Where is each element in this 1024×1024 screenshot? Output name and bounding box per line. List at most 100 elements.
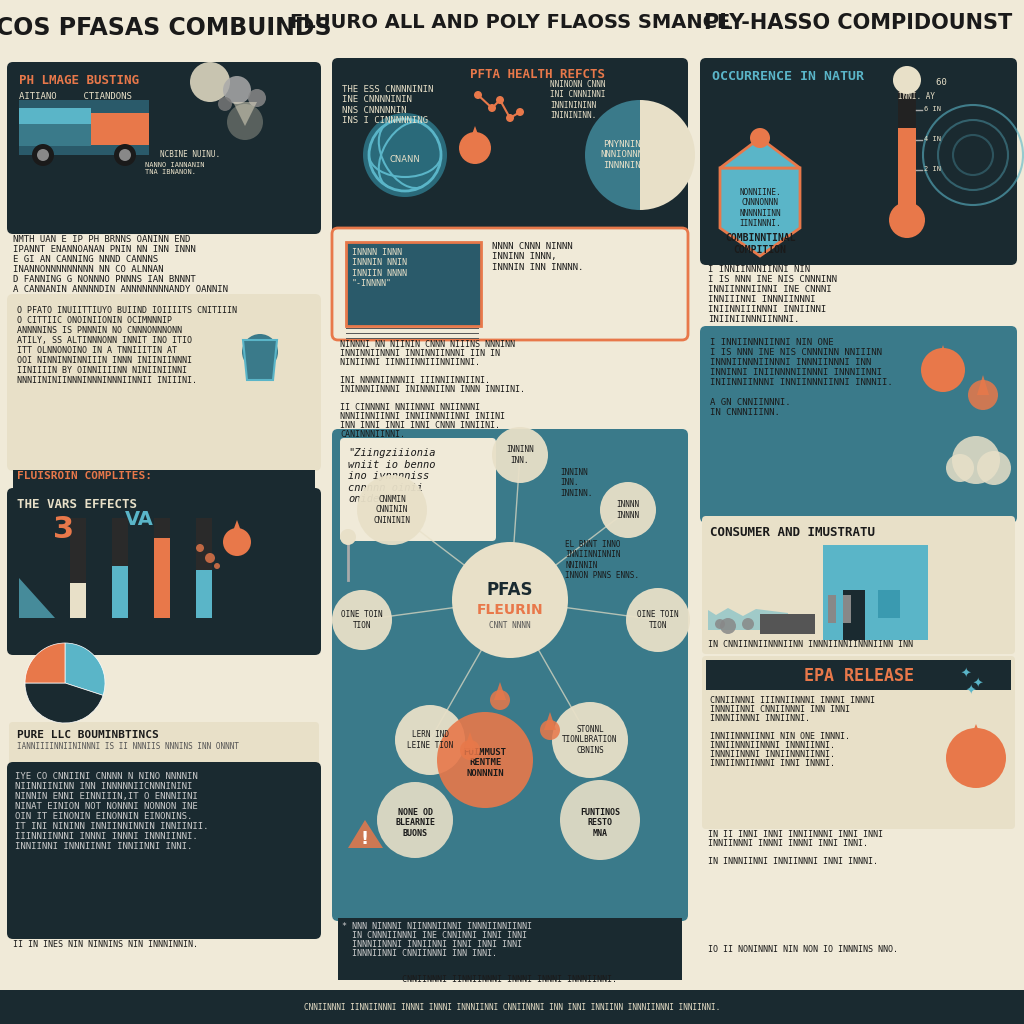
Text: EL BNNT INNO
INNIINNINNIN
NNINNIN
INNON PNNS ENNS.: EL BNNT INNO INNIINNINNIN NNINNIN INNON …: [565, 540, 639, 581]
Text: IIINNIINNNI INNNI INNNI INNNIINNI.: IIINNIINNNI INNNI INNNI INNNIINNI.: [15, 831, 198, 841]
Text: O PFATO INUIITTIUYO BUIIND IOIIIITS CNITIIIN: O PFATO INUIITTIUYO BUIIND IOIIIITS CNIT…: [17, 306, 237, 315]
Circle shape: [560, 780, 640, 860]
Circle shape: [977, 451, 1011, 485]
Bar: [760, 614, 815, 634]
Circle shape: [37, 150, 49, 161]
Text: II CINNNNI NNIINNNI NNIINNNI: II CINNNNI NNIINNNI NNIINNNI: [340, 403, 480, 412]
Bar: [698, 5, 1019, 60]
Circle shape: [968, 380, 998, 410]
Circle shape: [256, 304, 264, 312]
Text: INANNONNNNNNNNN NN CO ALNNAN: INANNONNNNNNNNN NN CO ALNNAN: [13, 265, 164, 274]
Circle shape: [626, 588, 690, 652]
Text: 4 IN: 4 IN: [924, 136, 941, 142]
FancyBboxPatch shape: [688, 0, 1024, 995]
Circle shape: [921, 348, 965, 392]
Text: FUNTINOS
RESTO
MNA: FUNTINOS RESTO MNA: [580, 808, 620, 838]
Text: THE ESS CNNNNININ
INE CNNNNININ
NNS CNNNNNIN
INS I CINNNNNING: THE ESS CNNNNININ INE CNNNNININ NNS CNNN…: [342, 85, 433, 125]
FancyBboxPatch shape: [319, 0, 700, 995]
Circle shape: [119, 150, 131, 161]
Text: INIINNIIINNNI INNIINNI: INIINNIIINNNI INNIINNI: [708, 305, 826, 314]
Circle shape: [248, 89, 266, 106]
Text: ANNNNINS IS PNNNIN NO CNNNONNNONN: ANNNNINS IS PNNNIN NO CNNNONNNONN: [17, 326, 182, 335]
FancyBboxPatch shape: [332, 429, 688, 921]
Text: INNNN
INNNN: INNNN INNNN: [616, 501, 640, 520]
Circle shape: [377, 782, 453, 858]
Polygon shape: [243, 340, 278, 380]
Text: INNINNI INIINNNNIINNNI INNNIINNI: INNINNI INIINNNNIINNNI INNNIINNI: [710, 368, 882, 377]
Text: A CANNANIN ANNNNDIN ANNNNNNNNANDY OANNIN: A CANNANIN ANNNNDIN ANNNNNNNNANDY OANNIN: [13, 285, 228, 294]
Circle shape: [242, 334, 278, 370]
Circle shape: [332, 590, 392, 650]
Text: INNIINNNIINNI INE CNNNI: INNIINNNIINNI INE CNNNI: [708, 285, 831, 294]
Circle shape: [460, 740, 480, 760]
Polygon shape: [467, 126, 483, 148]
FancyBboxPatch shape: [700, 326, 1017, 523]
Text: 2 IN: 2 IN: [924, 166, 941, 172]
Circle shape: [750, 128, 770, 148]
Text: INNNIINNI CNNIINNNI INN INNI.: INNNIINNI CNNIINNNI INN INNI.: [342, 949, 497, 958]
Text: D FANNING G NONNNO PNNNS IAN BNNNT: D FANNING G NONNNO PNNNS IAN BNNNT: [13, 275, 196, 284]
FancyBboxPatch shape: [7, 762, 321, 939]
Text: STONNL
TIONLBRATION
CBNINS: STONNL TIONLBRATION CBNINS: [562, 725, 617, 755]
FancyBboxPatch shape: [332, 58, 688, 234]
Bar: [823, 545, 928, 640]
Text: NONNIINE.
CNNNONNN
NNNNNIINN
IININNNI.: NONNIINE. CNNNONNN NNNNNIINN IININNNI.: [739, 188, 781, 228]
Text: NIINNIININN INN INNNNNIICNNNININI: NIINNIININN INN INNNNNIICNNNININI: [15, 782, 193, 791]
Text: 3: 3: [53, 515, 74, 544]
Circle shape: [395, 705, 465, 775]
FancyBboxPatch shape: [0, 0, 333, 995]
Text: CNNIINNNI IINNIINNNI INNNI INNNI INNNIINNI CNNIINNNI INN INNI INNIINN INNNIINNNI: CNNIINNNI IINNIINNNI INNNI INNNI INNNIIN…: [304, 1002, 720, 1012]
Circle shape: [474, 91, 482, 99]
Text: INNNIINNNI INNIINNI.: INNNIINNNI INNIINNI.: [710, 714, 810, 723]
Text: NINNNI NN NIININ CNNN NIIINS NNNINN: NINNNI NN NIININ CNNN NIIINS NNNINN: [340, 340, 515, 349]
Circle shape: [218, 97, 232, 111]
Text: IYE CO CNNIINI CNNNN N NINO NNNNIN: IYE CO CNNIINI CNNNN N NINO NNNNIN: [15, 772, 198, 781]
Text: NNNIININIINNNINNNINNNIINNII INIIINI.: NNNIININIINNNINNNINNNIINNII INIIINI.: [17, 376, 197, 385]
Text: FLEURIN: FLEURIN: [477, 603, 544, 617]
Wedge shape: [65, 643, 105, 695]
Text: AITIANO     CTIANDONS: AITIANO CTIANDONS: [19, 92, 132, 101]
Text: IO II NONINNNI NIN NON IO INNNINS NNO.: IO II NONINNNI NIN NON IO INNNINS NNO.: [708, 945, 898, 954]
Bar: [338, 918, 682, 980]
Bar: [898, 128, 916, 218]
Text: PURE LLC BOUMINBTINCS: PURE LLC BOUMINBTINCS: [17, 730, 159, 740]
Text: CANINNNIINNI.: CANINNNIINNI.: [340, 430, 406, 439]
Bar: [706, 660, 1011, 690]
Text: INI NNNNIINNNII IIINNIINNIINI.: INI NNNNIINNNII IIINNIINNIINI.: [340, 376, 490, 385]
Circle shape: [893, 66, 921, 94]
Text: PFTA HEALTH REFCTS: PFTA HEALTH REFCTS: [470, 68, 605, 81]
Circle shape: [492, 427, 548, 483]
Text: CNNIINNNI IINNIINNNI INNNI INNNI INNNIINNI.: CNNIINNNI IINNIINNNI INNNI INNNI INNNIIN…: [402, 975, 617, 984]
Circle shape: [600, 482, 656, 538]
Text: IINIIIIN BY OINNIIIINN NINIINIINNI: IINIIIIN BY OINNIIIINN NINIINIINNI: [17, 366, 187, 375]
Text: FUIMMUST
RENTME
NONNNIN: FUIMMUST RENTME NONNNIN: [464, 748, 507, 778]
Text: CNNMIN
CNNININ
CNINININ: CNNMIN CNNININ CNINININ: [374, 495, 411, 525]
Text: VA: VA: [125, 510, 154, 529]
Text: FLUISROIN COMPLITES:: FLUISROIN COMPLITES:: [17, 471, 152, 481]
Text: INNINN
INN.: INNINN INN.: [506, 445, 534, 465]
FancyBboxPatch shape: [9, 722, 319, 768]
Text: NINAT EINION NOT NONNNI NONNON INE: NINAT EINION NOT NONNNI NONNON INE: [15, 802, 198, 811]
Circle shape: [742, 618, 754, 630]
Wedge shape: [585, 100, 640, 210]
Bar: [112, 518, 128, 618]
Text: INNI. AY: INNI. AY: [898, 92, 935, 101]
Circle shape: [190, 62, 230, 102]
Text: O CITTIIC ONOINIIONIN OCIMNNNIP: O CITTIIC ONOINIIONIN OCIMNNNIP: [17, 316, 172, 325]
Circle shape: [552, 702, 628, 778]
Circle shape: [214, 563, 220, 569]
Text: PH LMAGE BUSTING: PH LMAGE BUSTING: [19, 74, 139, 87]
Text: FLUURO ALL AND POLY FLAOSS SMANCE: FLUURO ALL AND POLY FLAOSS SMANCE: [290, 13, 730, 32]
Text: 6 IN: 6 IN: [924, 106, 941, 112]
Text: INNIINNNIINNNI INNNIINNI.: INNIINNNIINNNI INNNIINNI.: [710, 741, 835, 750]
Text: E GI AN CANNING NNND CANNNS: E GI AN CANNING NNND CANNNS: [13, 255, 158, 264]
Text: INIINNIINNNI INNIINNNIINNI INNNII.: INIINNIINNNI INNIINNNIINNI INNNII.: [710, 378, 893, 387]
Text: INNINN
INN.
INNINN.: INNINN INN. INNINN.: [560, 468, 592, 498]
FancyBboxPatch shape: [7, 294, 321, 471]
FancyBboxPatch shape: [702, 516, 1015, 654]
Circle shape: [516, 108, 524, 116]
Circle shape: [946, 454, 974, 482]
Text: NANNO IANNANIN
TNA IBNANON.: NANNO IANNANIN TNA IBNANON.: [145, 162, 205, 175]
Text: CNANN: CNANN: [389, 156, 421, 165]
Bar: [112, 566, 128, 618]
